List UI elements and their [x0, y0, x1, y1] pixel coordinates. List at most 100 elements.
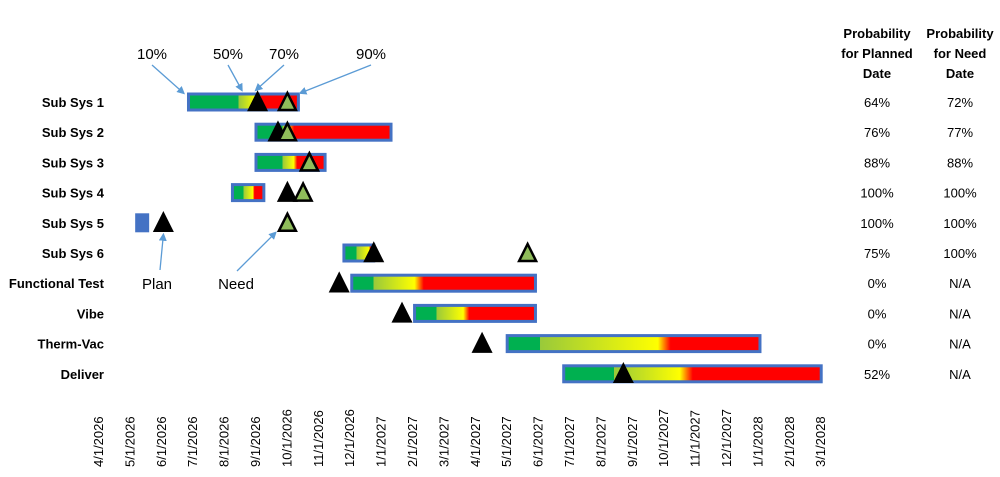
- bar-sub-sys-4: [230, 183, 266, 203]
- prob-need-cell: N/A: [949, 367, 971, 382]
- need-marker: [276, 211, 298, 233]
- x-tick-label: 12/1/2026: [342, 409, 357, 467]
- x-tick-label: 10/1/2027: [656, 409, 671, 467]
- row-label: Sub Sys 1: [42, 95, 104, 110]
- prob-need-header: Probability: [926, 26, 994, 41]
- x-tick-label: 7/1/2026: [185, 416, 200, 467]
- plan-marker: [471, 331, 493, 353]
- row-label: Sub Sys 5: [42, 216, 104, 231]
- prob-planned-cell: 0%: [868, 306, 887, 321]
- x-tick-label: 4/1/2026: [91, 416, 106, 467]
- percentile-arrow: [254, 64, 285, 92]
- need-marker: [276, 120, 298, 142]
- x-tick-label: 11/1/2027: [688, 410, 703, 467]
- x-tick-label: 2/1/2027: [405, 416, 420, 467]
- x-tick-label: 11/1/2026: [311, 410, 326, 467]
- markers-layer: [152, 90, 634, 384]
- plan-marker: [391, 301, 413, 323]
- x-tick-label: 6/1/2026: [154, 416, 169, 467]
- x-tick-label: 3/1/2028: [813, 416, 828, 467]
- percentile-label: 50%: [213, 46, 243, 63]
- x-tick-label: 3/1/2027: [436, 416, 451, 467]
- x-tick-label: 12/1/2027: [719, 409, 734, 467]
- prob-planned-header: Date: [863, 66, 891, 81]
- need-marker: [517, 241, 539, 263]
- plan-arrow: [158, 232, 167, 271]
- row-label: Sub Sys 3: [42, 155, 104, 170]
- bars-layer: [135, 92, 823, 384]
- prob-need-header: Date: [946, 66, 974, 81]
- row-label: Sub Sys 4: [42, 186, 105, 201]
- row-label: Deliver: [61, 367, 104, 382]
- percentile-label: 90%: [356, 46, 386, 63]
- prob-planned-cell: 52%: [864, 367, 890, 382]
- prob-need-cell: N/A: [949, 306, 971, 321]
- prob-need-cell: N/A: [949, 276, 971, 291]
- prob-planned-cell: 0%: [868, 337, 887, 352]
- bar-sub-sys-5: [135, 213, 150, 233]
- plan-annotation: Plan: [142, 276, 172, 293]
- x-tick-label: 2/1/2028: [782, 416, 797, 467]
- prob-need-cell: 72%: [947, 95, 973, 110]
- prob-planned-cell: 100%: [860, 216, 894, 231]
- row-label: Sub Sys 6: [42, 246, 104, 261]
- x-tick-label: 9/1/2026: [248, 416, 263, 467]
- bar-sub-sys-1: [186, 92, 300, 112]
- prob-planned-cell: 76%: [864, 125, 890, 140]
- labels-layer: Sub Sys 1 Sub Sys 2 Sub Sys 3 Sub Sys 4 Sub …: [9, 95, 105, 382]
- x-tick-label: 5/1/2026: [122, 416, 137, 467]
- percentile-label: 70%: [269, 46, 299, 63]
- prob-planned-header: for Planned: [841, 46, 913, 61]
- prob-planned-cell: 64%: [864, 95, 890, 110]
- bar-vibe: [413, 303, 537, 323]
- prob-planned-header: Probability: [843, 26, 911, 41]
- x-tick-label: 10/1/2026: [279, 409, 294, 467]
- need-arrow: [236, 231, 277, 272]
- x-tick-label: 7/1/2027: [562, 416, 577, 467]
- prob-need-cell: N/A: [949, 337, 971, 352]
- annotations: 10% 50% 70% 90% Plan Need: [137, 46, 386, 293]
- x-tick-label: 9/1/2027: [625, 416, 640, 467]
- need-marker: [276, 90, 298, 112]
- row-label: Sub Sys 2: [42, 125, 104, 140]
- x-tick-label: 1/1/2028: [750, 416, 765, 467]
- bar-functional-test: [350, 273, 537, 293]
- prob-need-cell: 100%: [943, 246, 977, 261]
- x-tick-label: 8/1/2027: [593, 416, 608, 467]
- row-label: Functional Test: [9, 276, 105, 291]
- prob-need-cell: 77%: [947, 125, 973, 140]
- percentile-arrow: [298, 64, 372, 95]
- x-tick-label: 6/1/2027: [531, 416, 546, 467]
- x-tick-label: 5/1/2027: [499, 416, 514, 467]
- plan-marker: [363, 241, 385, 263]
- probability-table: 64% 72% 76% 77% 88% 88% 100% 100% 100% 100% 75% 100…: [841, 26, 994, 382]
- bar-therm-vac: [505, 334, 762, 354]
- row-label: Therm-Vac: [38, 337, 104, 352]
- prob-planned-cell: 0%: [868, 276, 887, 291]
- prob-need-cell: 88%: [947, 155, 973, 170]
- plan-marker: [328, 271, 350, 293]
- prob-need-cell: 100%: [943, 186, 977, 201]
- prob-planned-cell: 75%: [864, 246, 890, 261]
- plan-marker: [276, 180, 298, 202]
- x-axis-ticks: 4/1/2026 5/1/2026 6/1/2026 7/1/2026 8/1/2026…: [91, 409, 828, 467]
- x-tick-label: 1/1/2027: [374, 416, 389, 467]
- percentile-arrow: [227, 64, 243, 92]
- plan-marker: [612, 362, 634, 384]
- need-marker: [298, 150, 320, 172]
- percentile-arrow: [151, 64, 185, 95]
- plan-marker: [152, 211, 174, 233]
- x-tick-label: 8/1/2026: [217, 416, 232, 467]
- bar-deliver: [562, 364, 823, 384]
- x-tick-label: 4/1/2027: [468, 416, 483, 467]
- prob-planned-cell: 88%: [864, 155, 890, 170]
- percentile-label: 10%: [137, 46, 167, 63]
- prob-planned-cell: 100%: [860, 186, 894, 201]
- row-label: Vibe: [77, 306, 104, 321]
- prob-need-header: for Need: [934, 46, 987, 61]
- prob-need-cell: 100%: [943, 216, 977, 231]
- need-annotation: Need: [218, 276, 254, 293]
- plan-marker: [247, 90, 269, 112]
- need-marker: [292, 180, 314, 202]
